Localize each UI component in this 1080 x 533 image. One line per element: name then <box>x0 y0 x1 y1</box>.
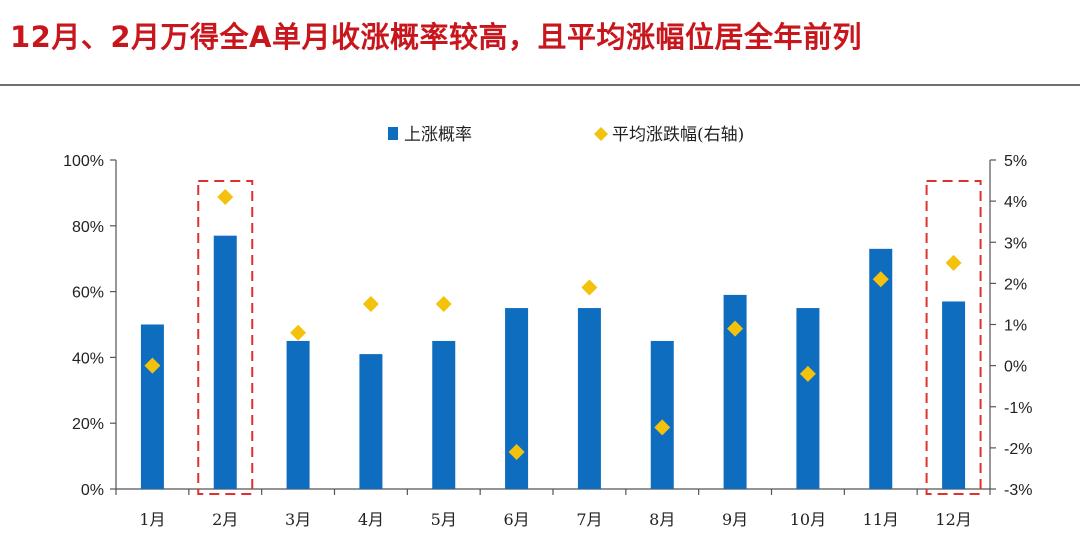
bar <box>213 235 237 489</box>
bars <box>140 235 966 489</box>
bar <box>359 354 383 489</box>
diamond-point <box>872 271 889 288</box>
highlights <box>197 180 982 495</box>
axes: 0% 20% 40% 60% 80% 100% -3% -2% -1% 0% 1% 2% 3% 4% 5% 1… <box>63 153 1032 529</box>
right-axis-tick-label: 2% <box>1004 276 1027 293</box>
right-axis-tick-label: 0% <box>1004 359 1027 376</box>
right-axis-tick-label: -2% <box>1004 441 1032 458</box>
title-divider <box>0 84 1080 86</box>
x-axis-tick-label: 7月 <box>576 510 602 529</box>
x-axis-tick-label: 2月 <box>212 510 238 529</box>
bar <box>796 308 820 489</box>
x-axis-tick-label: 5月 <box>431 510 457 529</box>
diamond-point <box>654 419 671 436</box>
bar <box>942 301 966 489</box>
bar <box>869 248 893 489</box>
diamond-point <box>362 295 379 312</box>
legend-bar-swatch <box>388 127 398 140</box>
x-axis-tick-label: 4月 <box>358 510 384 529</box>
left-axis-tick-label: 100% <box>63 153 104 170</box>
right-axis-tick-label: 1% <box>1004 318 1027 335</box>
right-axis-tick-label: 4% <box>1004 194 1027 211</box>
x-axis-tick-label: 6月 <box>503 510 529 529</box>
legend: 上涨概率 平均涨跌幅(右轴) <box>388 125 744 145</box>
highlight-box <box>925 180 982 495</box>
x-axis-tick-label: 8月 <box>649 510 675 529</box>
diamond-point <box>508 443 525 460</box>
highlight-box <box>197 180 254 495</box>
diamond-point <box>435 295 452 312</box>
legend-bar-label: 上涨概率 <box>404 125 472 145</box>
bar <box>650 340 674 489</box>
x-axis-tick-label: 12月 <box>935 510 971 529</box>
diamond-point <box>290 324 307 341</box>
bar <box>577 308 601 489</box>
x-axis-tick-label: 1月 <box>139 510 165 529</box>
right-axis-tick-label: 3% <box>1004 235 1027 252</box>
right-axis-tick-label: -1% <box>1004 400 1032 417</box>
diamond-point <box>727 320 744 337</box>
left-axis-tick-label: 60% <box>72 285 104 302</box>
x-axis-tick-label: 9月 <box>722 510 748 529</box>
x-axis-tick-label: 3月 <box>285 510 311 529</box>
legend-diamond-swatch <box>594 127 608 141</box>
chart-title: 12月、2月万得全A单月收涨概率较高，且平均涨幅位居全年前列 <box>10 20 862 54</box>
bar <box>140 324 164 489</box>
bar <box>723 294 747 489</box>
right-axis-tick-label: -3% <box>1004 482 1032 499</box>
bar <box>432 340 456 489</box>
bar <box>505 308 529 489</box>
bar <box>286 340 310 489</box>
diamonds <box>144 189 962 460</box>
left-axis-tick-label: 20% <box>72 416 104 433</box>
diamond-point <box>581 279 598 296</box>
left-axis-tick-label: 80% <box>72 219 104 236</box>
x-axis-tick-label: 11月 <box>863 510 899 529</box>
left-axis-tick-label: 0% <box>81 482 104 499</box>
x-axis-tick-label: 10月 <box>790 510 826 529</box>
diamond-point <box>945 254 962 271</box>
diamond-point <box>799 365 816 382</box>
legend-diamond-label: 平均涨跌幅(右轴) <box>612 125 744 145</box>
diamond-point <box>217 189 234 206</box>
right-axis-tick-label: 5% <box>1004 153 1027 170</box>
left-axis-tick-label: 40% <box>72 350 104 367</box>
diamond-point <box>144 357 161 374</box>
